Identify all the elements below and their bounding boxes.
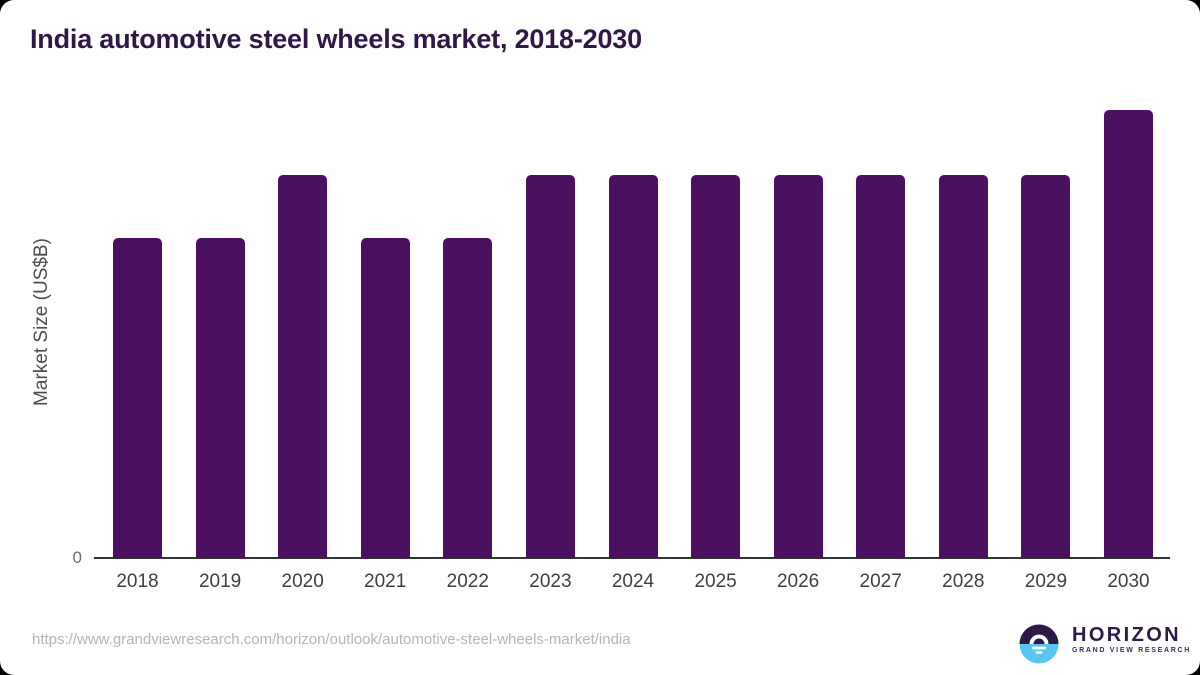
x-axis-line	[94, 557, 1170, 559]
horizon-logo: HORIZON GRAND VIEW RESEARCH	[1019, 624, 1191, 664]
logo-subtitle: GRAND VIEW RESEARCH	[1072, 647, 1192, 654]
x-tick-2026: 2026	[776, 571, 820, 592]
logo-text: HORIZON GRAND VIEW RESEARCH	[1072, 624, 1191, 655]
y-axis-tick-zero: 0	[72, 548, 82, 567]
x-tick-2025: 2025	[694, 571, 737, 592]
bar-2021	[360, 238, 410, 558]
bar-2028	[938, 175, 988, 558]
bar-2026	[773, 175, 823, 558]
bar-2027	[856, 175, 906, 558]
bar-2022	[443, 238, 493, 558]
x-tick-2024: 2024	[611, 571, 655, 592]
x-tick-2019: 2019	[198, 571, 242, 592]
x-tick-2028: 2028	[942, 571, 985, 592]
x-tick-2021: 2021	[364, 571, 407, 592]
x-tick-2020: 2020	[281, 571, 324, 592]
x-tick-2022: 2022	[446, 571, 489, 592]
bar-2023	[525, 175, 575, 558]
x-tick-2023: 2023	[529, 571, 572, 592]
y-axis-label: Market Size (US$B)	[31, 238, 52, 406]
bar-2029	[1021, 175, 1071, 558]
x-tick-2029: 2029	[1024, 571, 1068, 592]
x-tick-2018: 2018	[116, 571, 159, 592]
chart-title: India automotive steel wheels market, 20…	[30, 24, 642, 54]
bar-2018	[113, 238, 162, 558]
x-tick-2027: 2027	[859, 571, 902, 592]
source-url: https://www.grandviewresearch.com/horizo…	[32, 631, 631, 648]
bar-2024	[608, 175, 658, 558]
logo-name: HORIZON	[1072, 624, 1182, 646]
bar-2020	[278, 175, 328, 558]
x-tick-2030: 2030	[1107, 571, 1150, 592]
bar-2025	[691, 175, 741, 558]
sunset-over-water-icon	[1019, 624, 1059, 664]
bar-2019	[195, 238, 245, 558]
bar-2030	[1104, 110, 1153, 558]
